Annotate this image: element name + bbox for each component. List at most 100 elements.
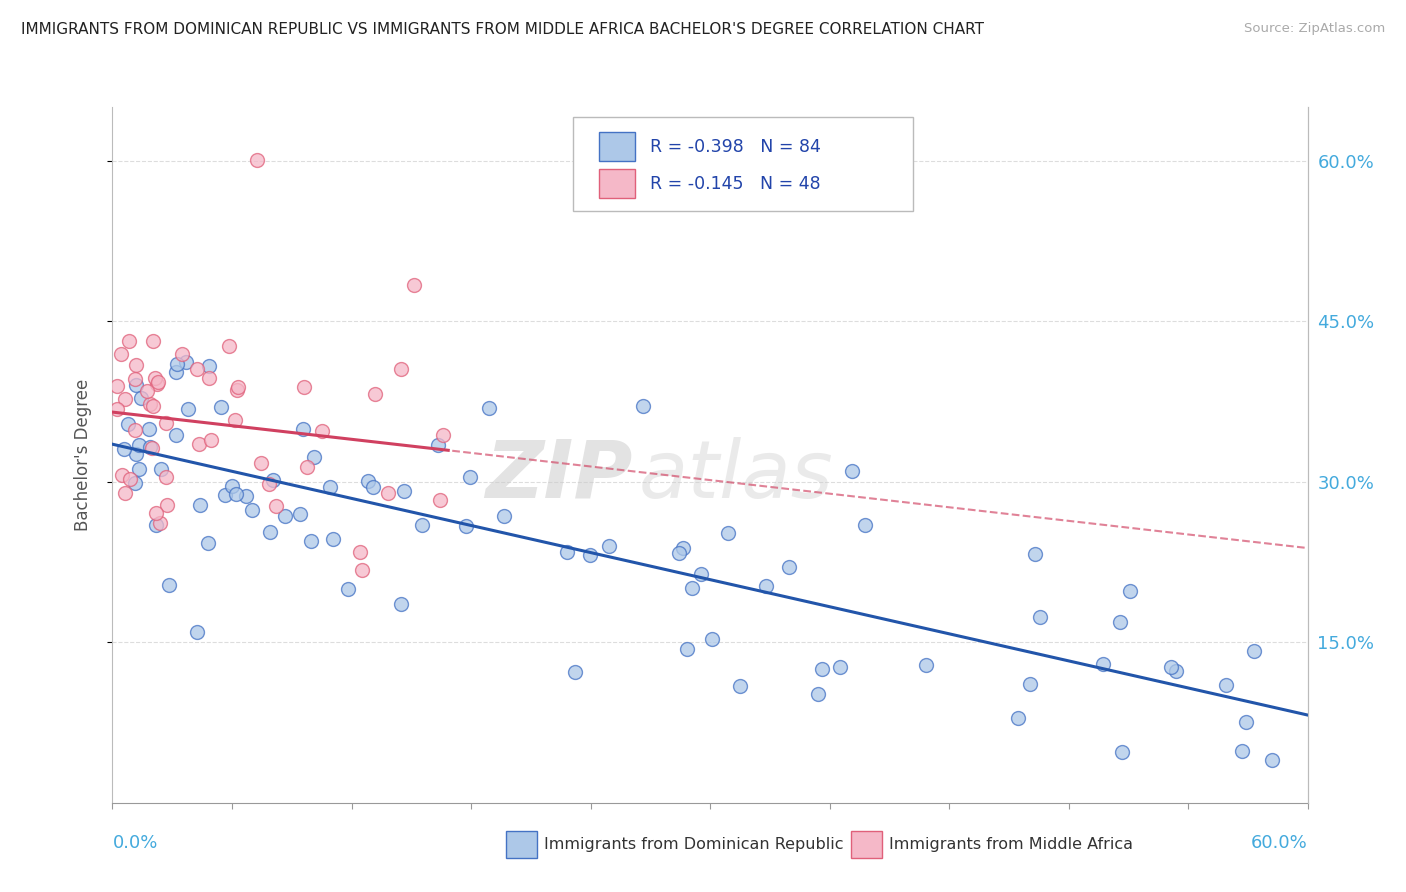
Point — [197, 535, 219, 549]
Point — [259, 524, 281, 539]
Point — [456, 519, 478, 533]
Point — [1109, 615, 1132, 630]
Point — [159, 578, 181, 592]
Point — [225, 487, 247, 501]
Point — [1260, 753, 1282, 767]
Point — [118, 334, 141, 348]
Point — [136, 384, 159, 399]
Point — [174, 355, 197, 369]
Point — [915, 657, 938, 672]
Point — [288, 507, 311, 521]
Point — [477, 401, 499, 416]
Point — [1243, 644, 1265, 658]
Point — [555, 545, 578, 559]
Point — [1234, 714, 1257, 729]
Point — [124, 475, 146, 490]
Point — [299, 533, 322, 548]
FancyBboxPatch shape — [572, 118, 914, 211]
Point — [1024, 547, 1046, 561]
Point — [209, 400, 232, 414]
Point — [145, 506, 167, 520]
Point — [186, 624, 208, 639]
Point — [361, 479, 384, 493]
Point — [1160, 660, 1182, 674]
Y-axis label: Bachelor's Degree: Bachelor's Degree — [73, 379, 91, 531]
Point — [377, 486, 399, 500]
Point — [1092, 657, 1115, 672]
Point — [235, 489, 257, 503]
Point — [598, 539, 620, 553]
Point — [429, 493, 451, 508]
Point — [142, 399, 165, 413]
Point — [389, 362, 412, 376]
Text: R = -0.145   N = 48: R = -0.145 N = 48 — [650, 175, 821, 193]
Point — [262, 473, 284, 487]
Point — [264, 499, 287, 513]
Point — [198, 359, 221, 373]
Point — [114, 486, 136, 500]
Point — [128, 462, 150, 476]
Text: Immigrants from Middle Africa: Immigrants from Middle Africa — [889, 838, 1133, 852]
Point — [155, 417, 177, 431]
Point — [337, 582, 360, 596]
Point — [728, 679, 751, 693]
Point — [114, 392, 136, 406]
Point — [200, 433, 222, 447]
Point — [139, 397, 162, 411]
Point — [146, 377, 169, 392]
Point — [240, 503, 263, 517]
FancyBboxPatch shape — [599, 169, 634, 198]
Point — [187, 437, 209, 451]
Point — [295, 460, 318, 475]
Point — [681, 581, 703, 595]
Point — [186, 362, 208, 376]
Point — [218, 339, 240, 353]
Point — [105, 379, 128, 393]
Point — [221, 479, 243, 493]
Point — [350, 563, 373, 577]
Point — [357, 474, 380, 488]
Point — [411, 517, 433, 532]
Point — [426, 437, 449, 451]
Point — [853, 517, 876, 532]
Point — [125, 378, 148, 392]
Point — [214, 488, 236, 502]
Point — [291, 421, 314, 435]
Point — [118, 472, 141, 486]
Point — [150, 462, 173, 476]
Point — [349, 545, 371, 559]
Point — [142, 334, 165, 349]
Text: Immigrants from Dominican Republic: Immigrants from Dominican Republic — [544, 838, 844, 852]
Point — [105, 401, 128, 416]
Text: ZIP: ZIP — [485, 437, 633, 515]
Point — [668, 546, 690, 560]
Point — [226, 379, 249, 393]
Text: R = -0.398   N = 84: R = -0.398 N = 84 — [650, 137, 821, 156]
Point — [672, 541, 695, 555]
Point — [143, 371, 166, 385]
Point — [198, 370, 221, 384]
Point — [250, 456, 273, 470]
Point — [1215, 678, 1237, 692]
Point — [322, 533, 344, 547]
Point — [1111, 745, 1133, 759]
Point — [125, 358, 148, 372]
Point — [364, 387, 387, 401]
Point — [149, 516, 172, 530]
Point — [246, 153, 269, 168]
Point — [494, 509, 516, 524]
Point — [155, 498, 177, 512]
Point — [458, 470, 481, 484]
Point — [226, 384, 249, 398]
Point — [124, 372, 146, 386]
Point — [224, 413, 246, 427]
Text: 0.0%: 0.0% — [112, 834, 157, 852]
Point — [170, 346, 193, 360]
Point — [631, 399, 654, 413]
Point — [141, 441, 163, 455]
Point — [828, 660, 851, 674]
Point — [188, 499, 211, 513]
Point — [389, 597, 412, 611]
Point — [319, 480, 342, 494]
Point — [755, 579, 778, 593]
